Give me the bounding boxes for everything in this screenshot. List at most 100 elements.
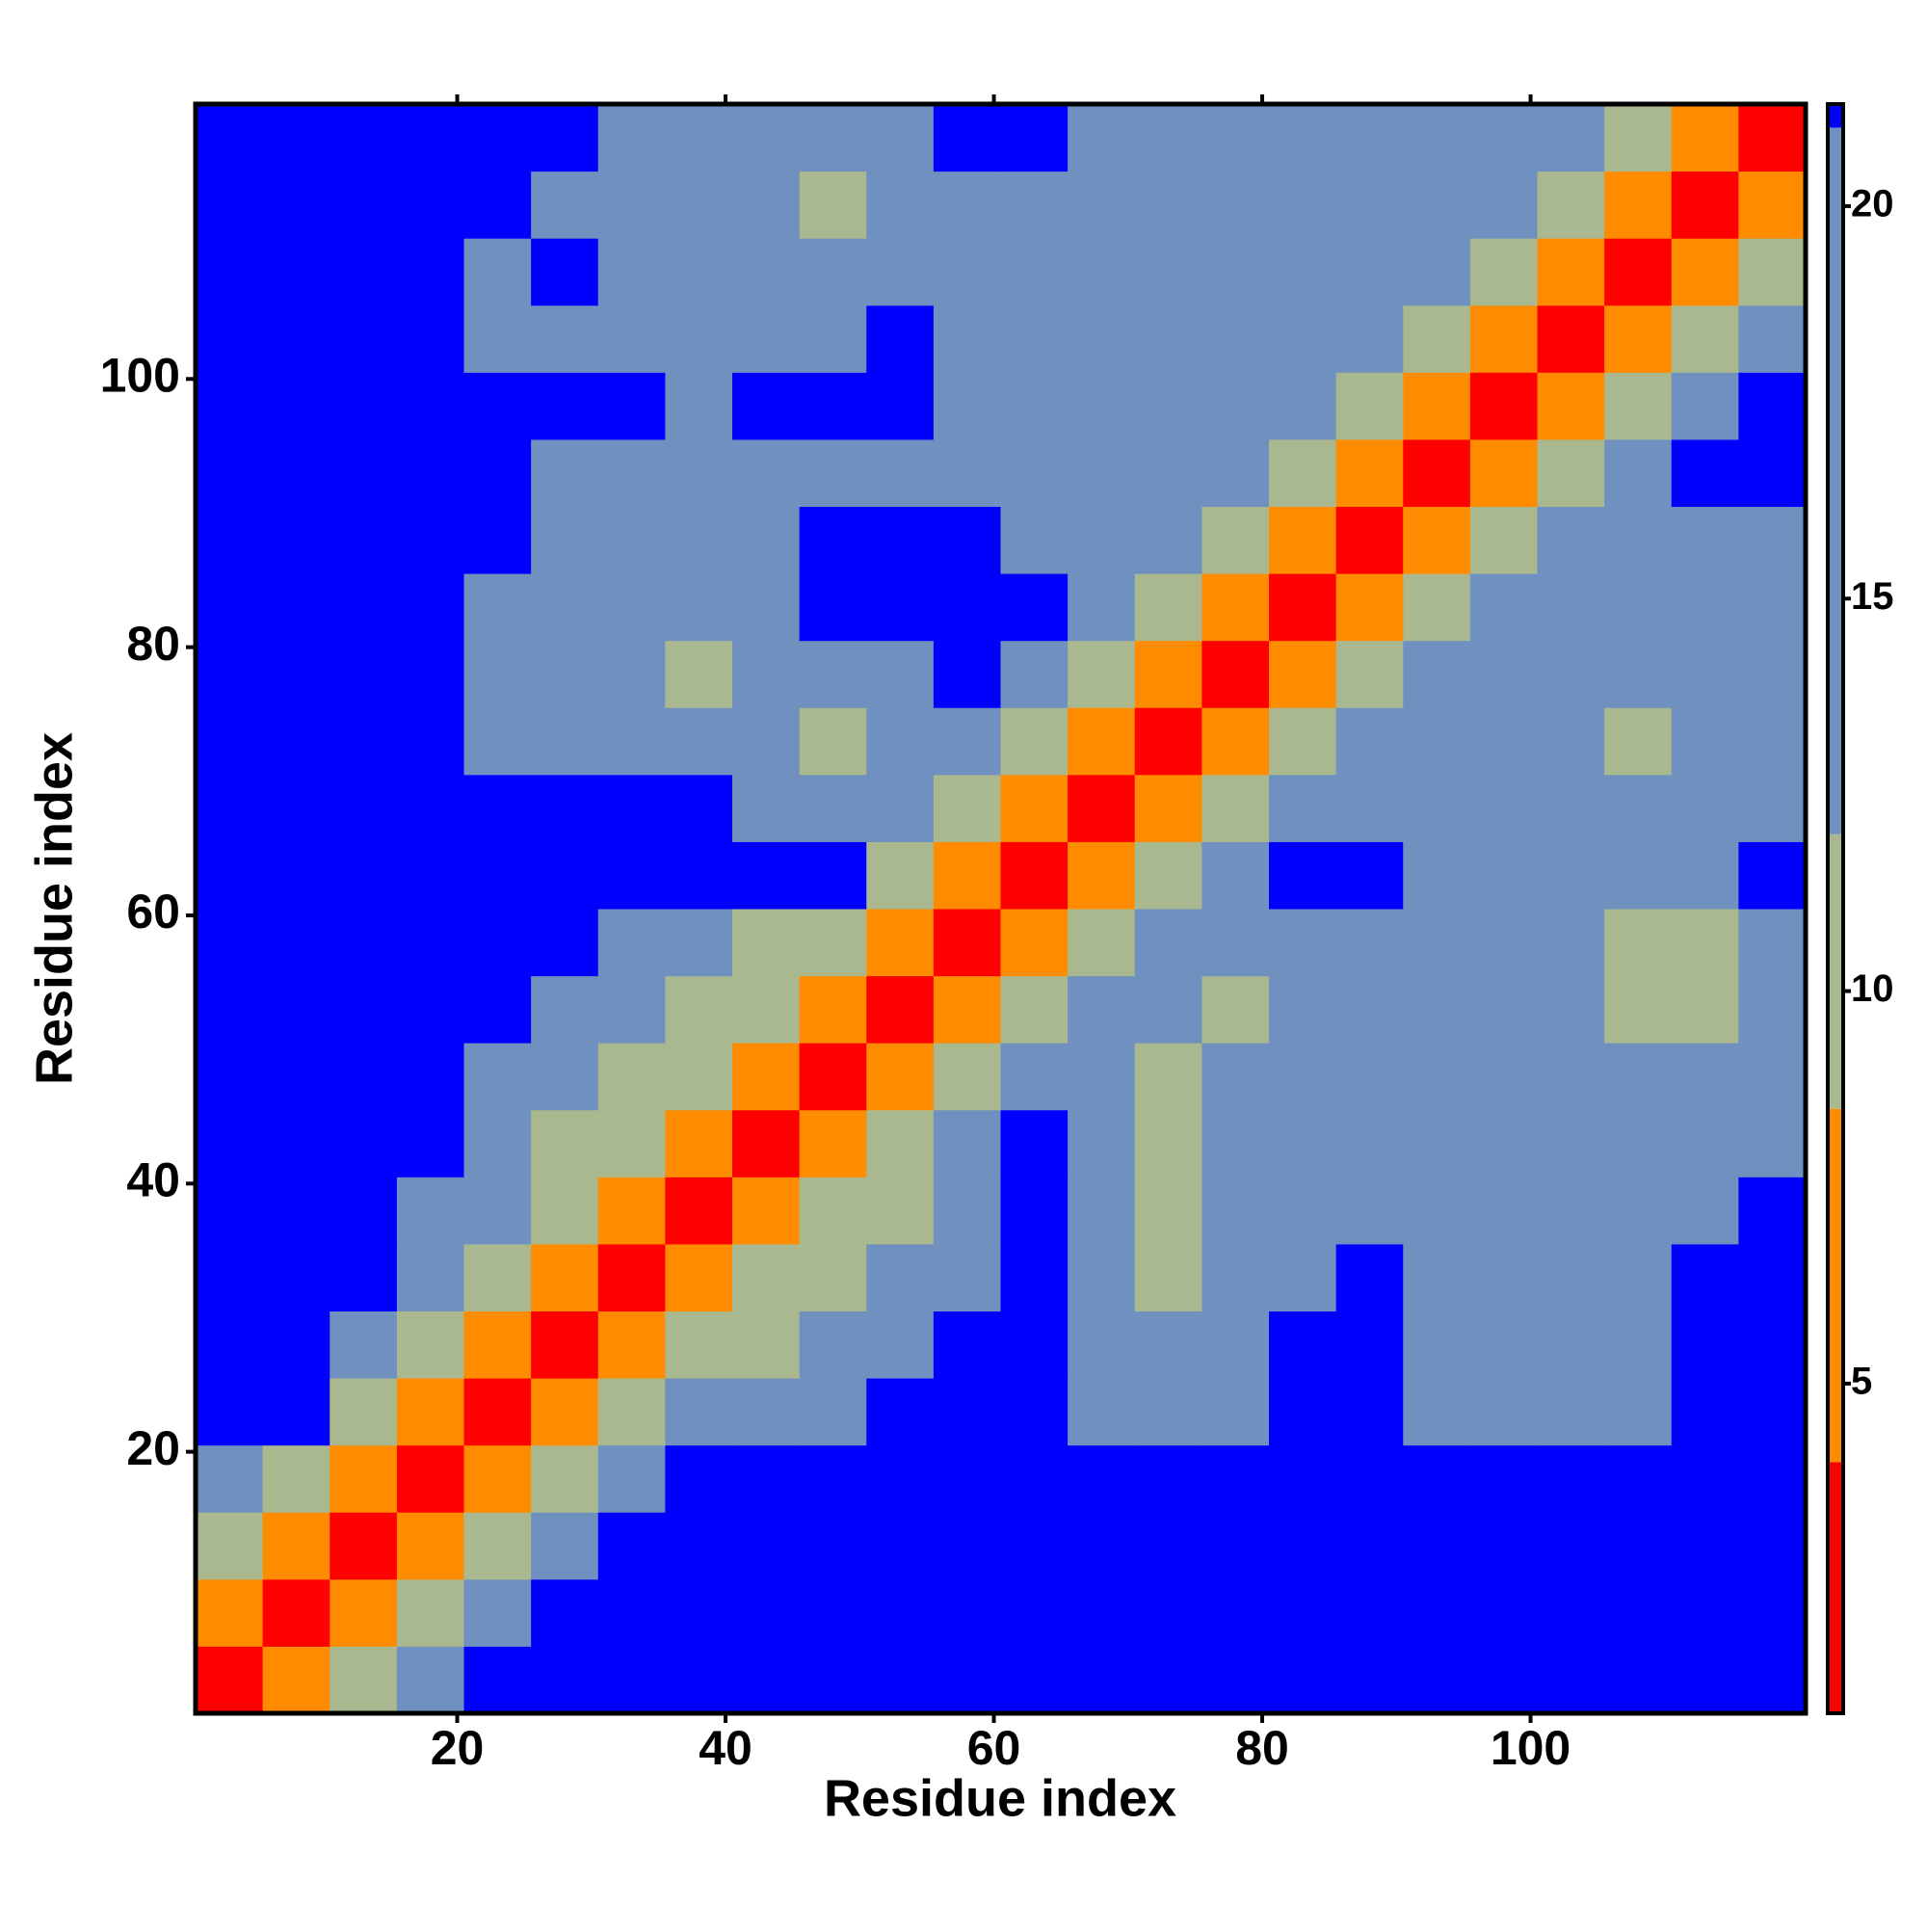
cell xyxy=(1469,104,1538,172)
cell xyxy=(1335,1646,1404,1714)
cell xyxy=(866,1043,935,1111)
cell xyxy=(1537,774,1605,842)
cell xyxy=(1738,1444,1807,1513)
cell xyxy=(732,1177,801,1245)
cell xyxy=(1068,1243,1136,1311)
cell xyxy=(866,1109,935,1178)
cell xyxy=(1134,506,1202,574)
cell xyxy=(1403,1243,1471,1311)
cell xyxy=(1604,104,1673,172)
cell xyxy=(1403,841,1471,910)
cell xyxy=(1335,1310,1404,1379)
cell xyxy=(866,1177,935,1245)
cell xyxy=(1604,1646,1673,1714)
cell xyxy=(933,171,1001,239)
cell xyxy=(463,304,532,373)
cell xyxy=(866,1578,935,1647)
cell xyxy=(463,1512,532,1580)
cell xyxy=(396,1378,464,1446)
cell xyxy=(1269,1109,1337,1178)
cell xyxy=(1671,1512,1739,1580)
cell xyxy=(799,1578,867,1647)
cell xyxy=(396,1177,464,1245)
cell xyxy=(799,304,867,373)
cell xyxy=(1335,1043,1404,1111)
cell xyxy=(396,1109,464,1178)
cell xyxy=(799,372,867,440)
x-tick-label: 20 xyxy=(431,1721,485,1775)
cell xyxy=(1068,506,1136,574)
cell xyxy=(196,1177,264,1245)
cell xyxy=(262,372,330,440)
cell xyxy=(866,438,935,507)
cell xyxy=(262,1243,330,1311)
cell xyxy=(1000,707,1069,776)
cell xyxy=(597,975,666,1044)
cell xyxy=(196,1109,264,1178)
colorbar-tick-label: 20 xyxy=(1851,182,1894,225)
cell xyxy=(330,1646,398,1714)
cell xyxy=(1671,1646,1739,1714)
cell xyxy=(597,171,666,239)
cell xyxy=(732,573,801,642)
cell xyxy=(1403,1378,1471,1446)
cell xyxy=(1537,1512,1605,1580)
cell xyxy=(330,707,398,776)
cell xyxy=(732,1578,801,1647)
cell xyxy=(1403,171,1471,239)
cell xyxy=(665,1578,733,1647)
cell xyxy=(531,909,599,977)
cell xyxy=(1068,238,1136,306)
cell xyxy=(1068,1109,1136,1178)
cell xyxy=(396,438,464,507)
cell xyxy=(262,304,330,373)
cell xyxy=(330,104,398,172)
cell xyxy=(1403,1512,1471,1580)
cell xyxy=(799,1512,867,1580)
cell xyxy=(1537,1444,1605,1513)
cell xyxy=(531,1578,599,1647)
cell xyxy=(1403,1109,1471,1178)
cell xyxy=(1671,304,1739,373)
cell xyxy=(1537,640,1605,708)
cell xyxy=(1604,707,1673,776)
cell xyxy=(1134,841,1202,910)
cell xyxy=(330,372,398,440)
cell xyxy=(597,1243,666,1311)
cell xyxy=(396,573,464,642)
cell xyxy=(1671,774,1739,842)
cell xyxy=(463,104,532,172)
cell xyxy=(463,1646,532,1714)
y-tick-label: 20 xyxy=(126,1421,180,1475)
cell xyxy=(1469,1578,1538,1647)
cell xyxy=(1335,573,1404,642)
cell xyxy=(732,975,801,1044)
cell xyxy=(597,1109,666,1178)
cell xyxy=(1537,909,1605,977)
cell xyxy=(665,1444,733,1513)
cell xyxy=(1537,1310,1605,1379)
cell xyxy=(1537,1578,1605,1647)
cell xyxy=(1335,438,1404,507)
cell xyxy=(330,304,398,373)
cell xyxy=(1335,841,1404,910)
x-tick-label: 40 xyxy=(699,1721,752,1775)
cell xyxy=(1738,975,1807,1044)
cell xyxy=(1068,1444,1136,1513)
cell xyxy=(1201,1043,1270,1111)
cell xyxy=(1269,506,1337,574)
cell xyxy=(866,506,935,574)
cell xyxy=(1000,506,1069,574)
cell xyxy=(799,238,867,306)
cell xyxy=(665,1310,733,1379)
cell xyxy=(1469,841,1538,910)
cell xyxy=(1604,1177,1673,1245)
cell xyxy=(933,841,1001,910)
cell xyxy=(665,640,733,708)
cell xyxy=(330,573,398,642)
cell xyxy=(665,774,733,842)
cell xyxy=(1335,1378,1404,1446)
cell xyxy=(196,438,264,507)
cell xyxy=(1269,1243,1337,1311)
